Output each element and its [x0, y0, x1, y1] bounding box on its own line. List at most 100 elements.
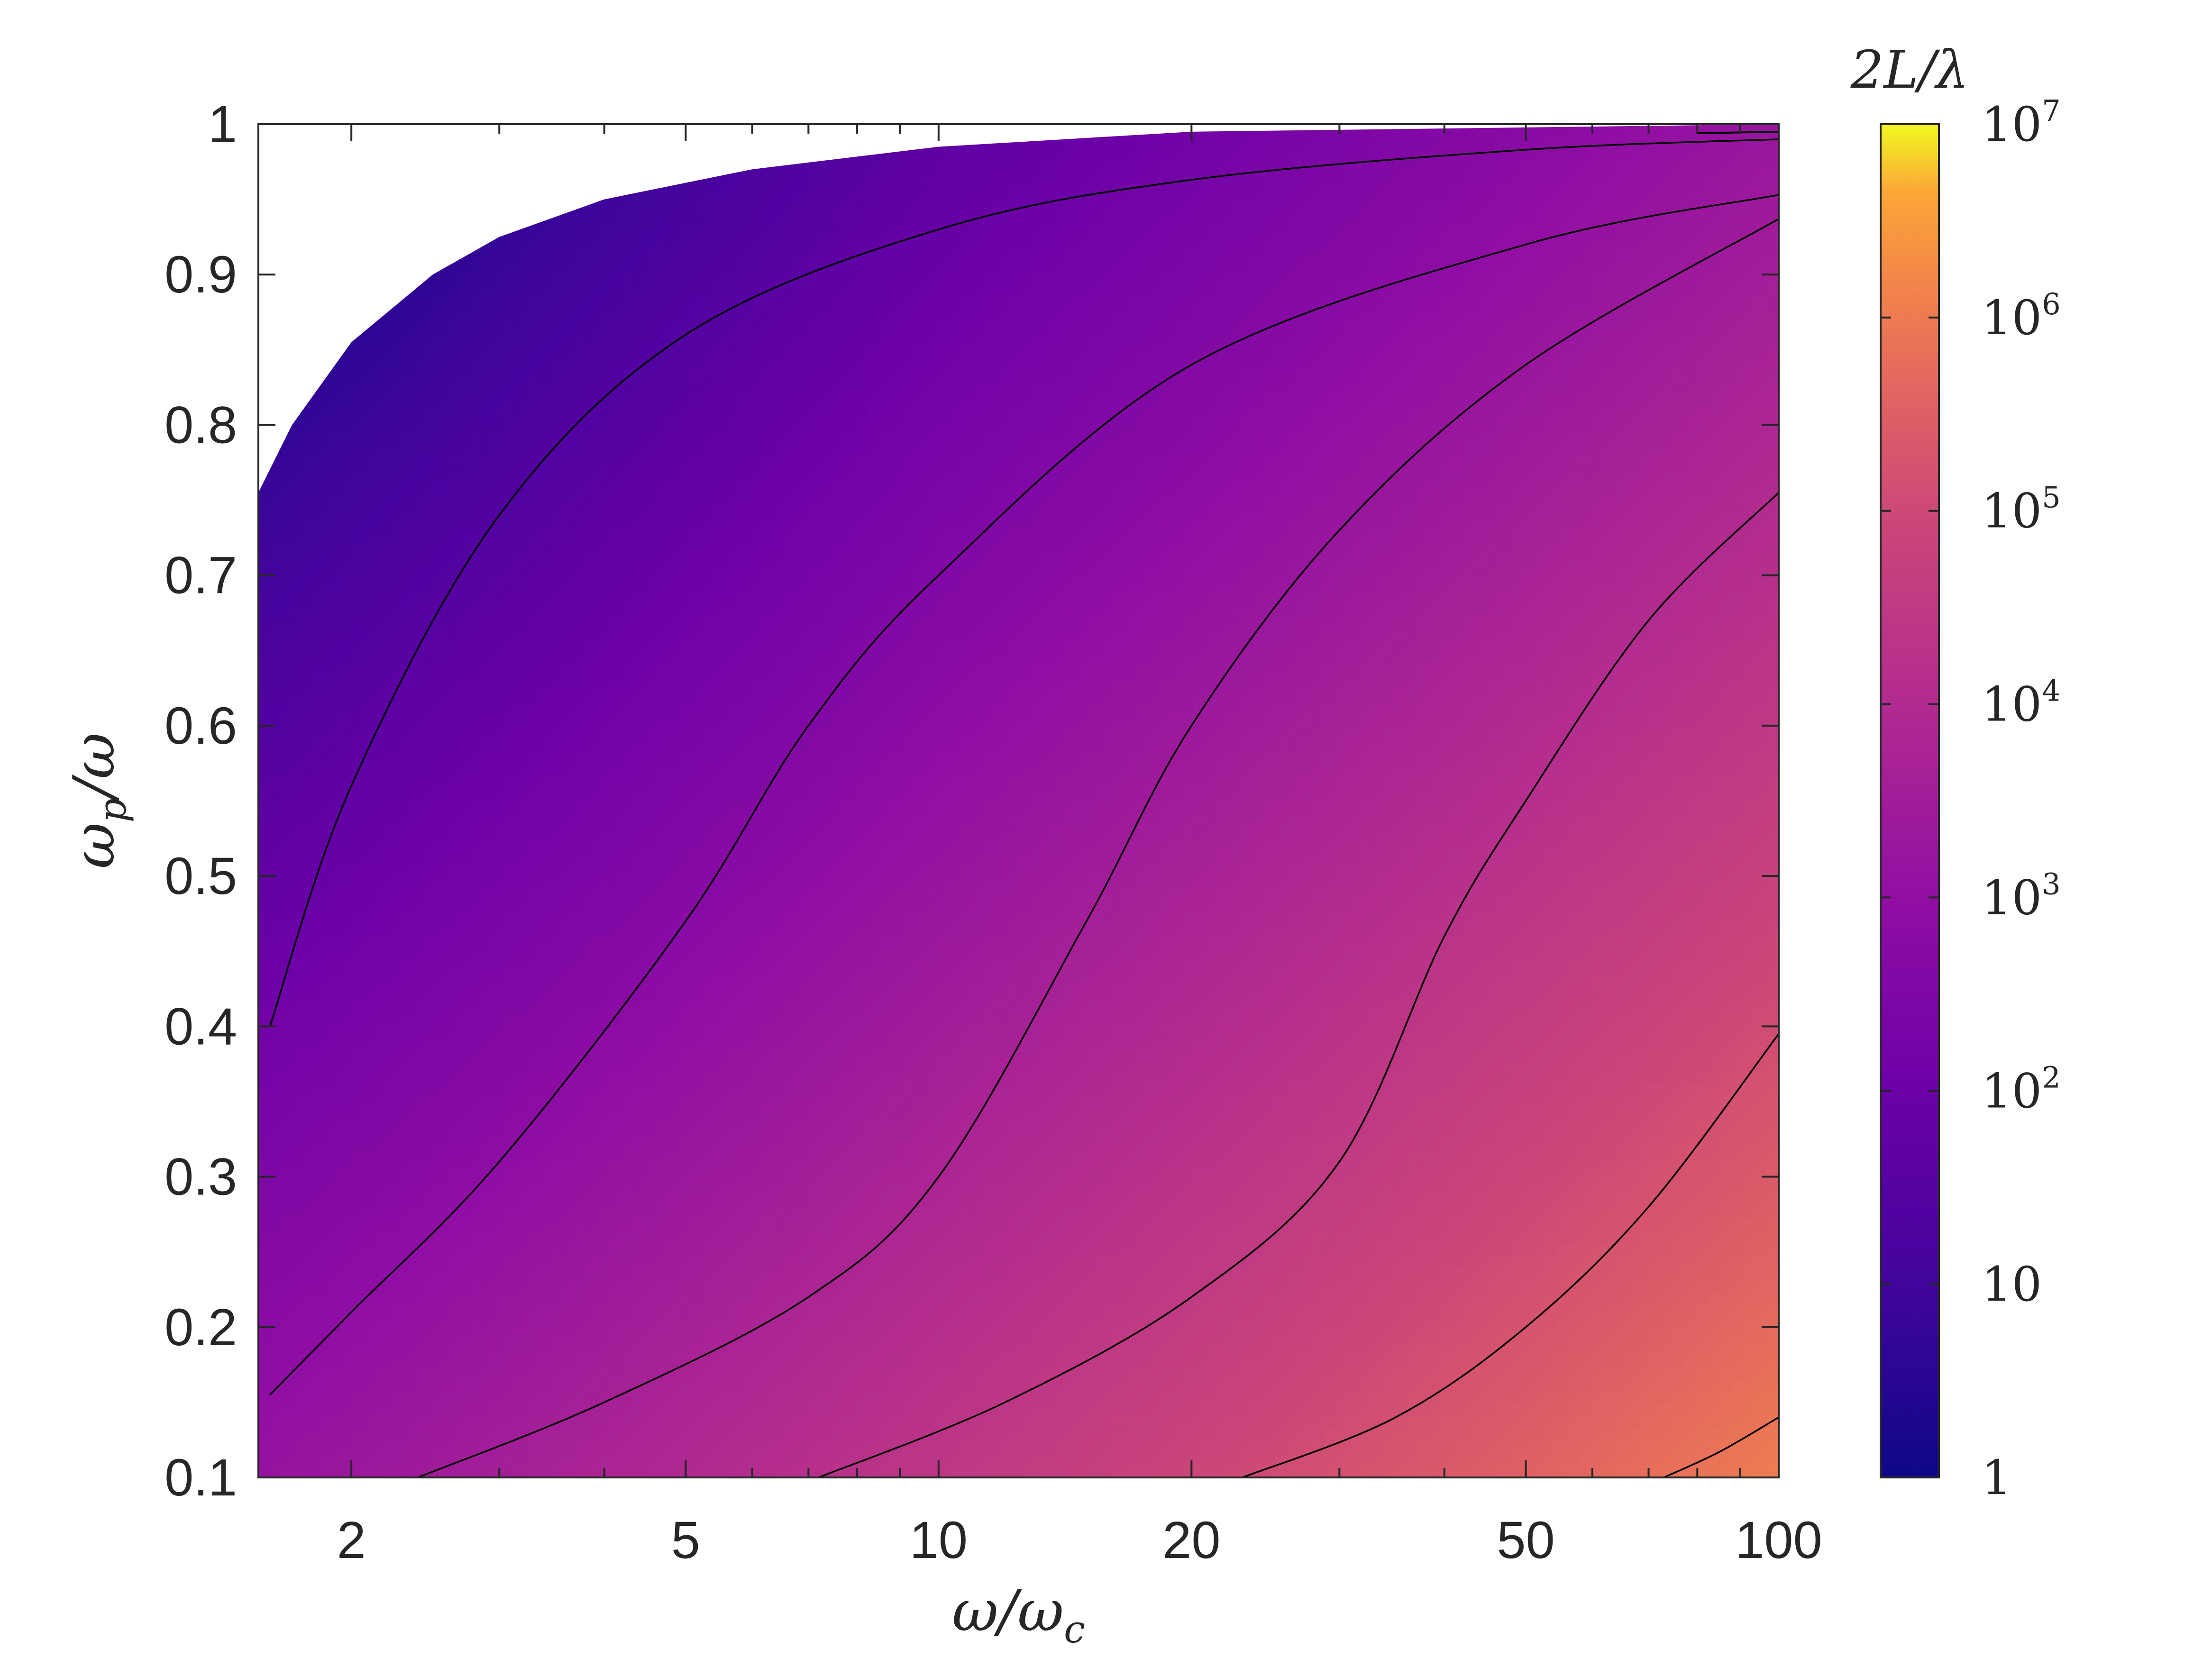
heatmap-cell: [761, 912, 774, 924]
heatmap-cell: [469, 309, 481, 321]
heatmap-cell: [270, 506, 283, 519]
heatmap-cell: [352, 1219, 364, 1232]
heatmap-cell: [422, 395, 434, 408]
heatmap-cell: [551, 665, 563, 678]
heatmap-cell: [667, 1022, 680, 1035]
heatmap-cell: [562, 493, 575, 506]
heatmap-cell: [446, 272, 458, 285]
heatmap-cell: [539, 1355, 551, 1367]
heatmap-cell: [446, 444, 458, 457]
heatmap-cell: [551, 1158, 563, 1170]
heatmap-cell: [305, 764, 318, 777]
heatmap-cell: [574, 776, 586, 789]
heatmap-cell: [703, 702, 715, 715]
heatmap-cell: [761, 469, 774, 482]
heatmap-cell: [446, 912, 458, 924]
heatmap-cell: [516, 1084, 528, 1097]
heatmap-cell: [340, 616, 353, 629]
heatmap-cell: [375, 1342, 388, 1355]
heatmap-cell: [329, 1256, 341, 1269]
heatmap-cell: [714, 493, 727, 506]
heatmap-cell: [761, 1096, 774, 1109]
heatmap-cell: [352, 924, 364, 937]
heatmap-cell: [562, 1158, 575, 1170]
heatmap-cell: [726, 887, 739, 900]
heatmap-cell: [469, 998, 481, 1011]
heatmap-cell: [446, 567, 458, 580]
heatmap-cell: [586, 469, 598, 482]
heatmap-cell: [340, 641, 353, 654]
heatmap-cell: [375, 801, 388, 814]
heatmap-cell: [679, 456, 692, 469]
heatmap-cell: [551, 1428, 563, 1441]
heatmap-cell: [422, 1219, 434, 1232]
heatmap-cell: [527, 1207, 539, 1220]
heatmap-cell: [434, 567, 446, 580]
heatmap-cell: [457, 899, 469, 912]
heatmap-cell: [644, 1096, 657, 1109]
heatmap-cell: [352, 555, 364, 567]
heatmap-cell: [399, 887, 411, 900]
heatmap-cell: [411, 370, 423, 383]
heatmap-cell: [750, 1440, 762, 1453]
heatmap-cell: [446, 1318, 458, 1331]
heatmap-cell: [434, 1035, 446, 1048]
heatmap-cell: [656, 616, 668, 629]
heatmap-cell: [481, 1428, 493, 1441]
heatmap-cell: [551, 1059, 563, 1072]
heatmap-cell: [691, 936, 704, 949]
heatmap-cell: [387, 1145, 399, 1158]
heatmap-cell: [632, 1121, 645, 1133]
heatmap-cell: [457, 579, 469, 592]
heatmap-cell: [516, 1305, 528, 1318]
heatmap-cell: [340, 1318, 353, 1331]
heatmap-cell: [504, 1194, 516, 1207]
heatmap-cell: [539, 1170, 551, 1183]
heatmap-cell: [340, 912, 353, 924]
heatmap-cell: [352, 690, 364, 703]
heatmap-cell: [551, 899, 563, 912]
heatmap-cell: [586, 1096, 598, 1109]
heatmap-cell: [258, 1453, 271, 1466]
heatmap-cell: [258, 493, 271, 506]
heatmap-cell: [679, 1194, 692, 1207]
heatmap-cell: [726, 370, 739, 383]
heatmap-cell: [411, 1096, 423, 1109]
heatmap-cell: [481, 358, 493, 371]
heatmap-cell: [527, 739, 539, 752]
heatmap-cell: [539, 1404, 551, 1416]
heatmap-cell: [434, 370, 446, 383]
heatmap-cell: [504, 1342, 516, 1355]
heatmap-cell: [551, 912, 563, 924]
heatmap-cell: [691, 653, 704, 666]
heatmap-cell: [703, 764, 715, 777]
heatmap-cell: [703, 284, 715, 297]
heatmap-cell: [726, 653, 739, 666]
heatmap-cell: [691, 333, 704, 346]
heatmap-cell: [293, 1047, 306, 1060]
heatmap-cell: [621, 1465, 633, 1478]
heatmap-cell: [527, 284, 539, 297]
heatmap-cell: [714, 235, 727, 248]
heatmap-cell: [761, 752, 774, 765]
heatmap-cell: [282, 469, 294, 482]
heatmap-cell: [422, 1133, 434, 1146]
heatmap-cell: [434, 1453, 446, 1466]
heatmap-cell: [446, 604, 458, 617]
heatmap-cell: [691, 1453, 704, 1466]
heatmap-cell: [352, 1072, 364, 1085]
heatmap-cell: [656, 653, 668, 666]
heatmap-cell: [387, 530, 399, 543]
heatmap-cell: [644, 616, 657, 629]
heatmap-cell: [632, 407, 645, 420]
heatmap-cell: [539, 260, 551, 273]
heatmap-cell: [656, 1072, 668, 1085]
heatmap-cell: [609, 1158, 622, 1170]
heatmap-cell: [703, 370, 715, 383]
heatmap-cell: [632, 235, 645, 248]
heatmap-cell: [621, 1035, 633, 1048]
heatmap-cell: [785, 309, 797, 321]
heatmap-cell: [703, 629, 715, 641]
heatmap-cell: [703, 1072, 715, 1085]
heatmap-cell: [738, 333, 750, 346]
